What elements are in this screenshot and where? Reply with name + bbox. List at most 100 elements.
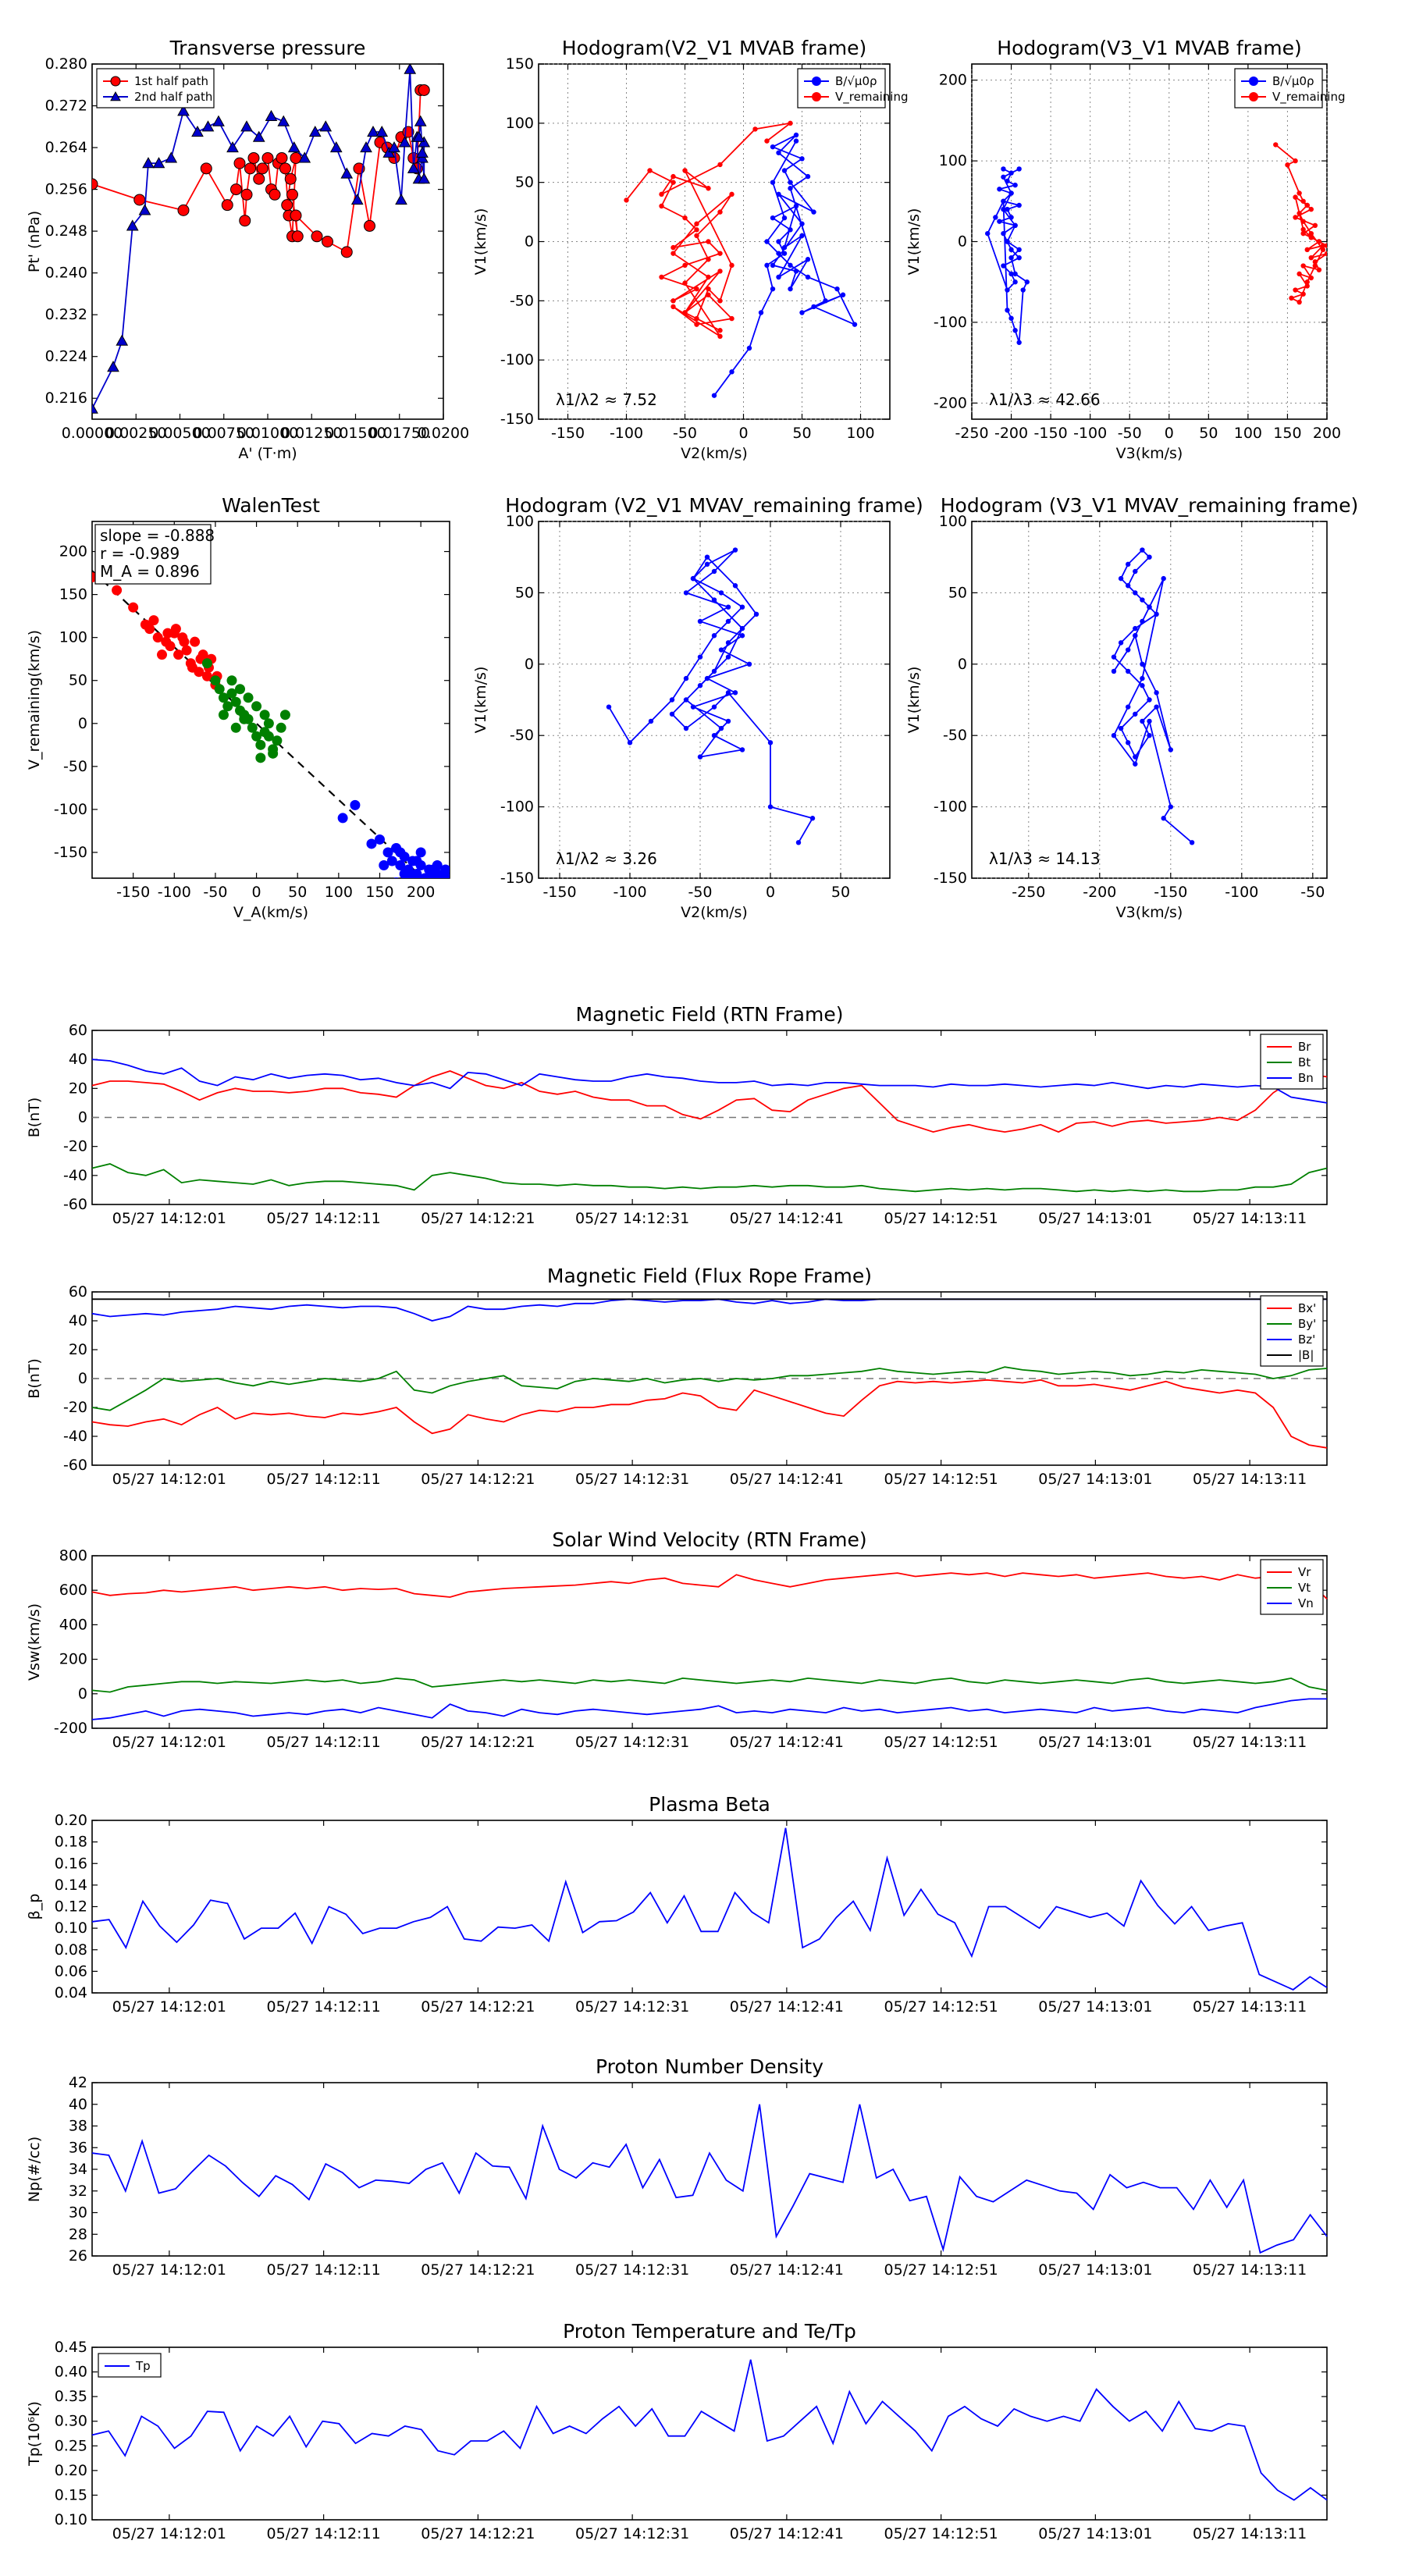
data-point: [407, 162, 420, 173]
data-point: [1016, 340, 1022, 345]
data-point: [776, 239, 781, 244]
data-point: [1293, 287, 1298, 293]
data-point: [298, 151, 311, 163]
data-point: [382, 847, 393, 858]
y-tick-label: 26: [69, 2247, 87, 2265]
data-point: [440, 871, 450, 878]
data-point: [404, 64, 417, 74]
x-tick-label: 0.00000: [62, 425, 123, 442]
data-point: [682, 262, 688, 269]
data-point: [1300, 291, 1306, 297]
data-point: [255, 753, 266, 763]
y-tick-label: 0: [525, 656, 534, 673]
data-point: [1308, 206, 1314, 212]
x-tick-label: 05/27 14:12:41: [730, 1998, 844, 2016]
data-point: [1304, 247, 1310, 253]
data-point: [1324, 251, 1327, 257]
data-point: [997, 187, 1002, 192]
y-tick-label: 0: [78, 1370, 87, 1387]
chart-title: Transverse pressure: [169, 37, 366, 59]
chart-h3: -150 -100 -50 0 50 100 -150 -100 -50 0 50 Hodogram …: [472, 494, 923, 921]
data-point: [395, 193, 407, 205]
data-point: [1293, 158, 1298, 164]
data-point: [1308, 275, 1314, 281]
x-tick-label: -150: [116, 884, 150, 901]
y-axis-label: V1(km/s): [472, 667, 489, 734]
data-point: [367, 125, 379, 137]
chart-np: 26 28 30 32 34 36 38 40 42 05/27 14:12:01 05/27 14…: [26, 2055, 1328, 2279]
x-tick-label: 05/27 14:12:21: [421, 1210, 535, 1227]
data-point: [226, 688, 237, 699]
chart-beta: 0.04 0.06 0.08 0.10 0.12 0.14 0.16 0.18 0.20 05/2…: [26, 1793, 1328, 2016]
data-point: [165, 641, 176, 652]
data-point: [809, 816, 816, 821]
x-tick-label: -100: [158, 884, 191, 901]
data-point: [1001, 198, 1006, 204]
data-point: [1118, 575, 1124, 582]
data-point: [767, 804, 774, 809]
y-tick-label: 0: [958, 233, 967, 251]
data-point: [1001, 206, 1006, 212]
plot-frame: [91, 1555, 1328, 1729]
series-line: [91, 2104, 1328, 2254]
data-point: [706, 286, 711, 292]
x-tick-label: 0: [766, 884, 775, 901]
x-tick-label: 05/27 14:13:01: [1038, 1734, 1152, 1751]
data-point: [624, 197, 629, 203]
series-line: [91, 1059, 1328, 1104]
y-tick-label: 40: [69, 2096, 87, 2113]
x-tick-label: 05/27 14:13:01: [1038, 1210, 1152, 1227]
data-point: [1118, 725, 1124, 731]
data-point: [1133, 568, 1138, 575]
x-tick-label: -100: [1225, 884, 1258, 901]
data-point: [1308, 254, 1314, 261]
x-tick-label: 05/27 14:12:51: [884, 1210, 998, 1227]
data-point: [739, 604, 745, 610]
data-point: [1005, 239, 1010, 244]
y-tick-label: -200: [54, 1720, 87, 1737]
data-point: [1008, 315, 1014, 321]
data-point: [1293, 194, 1298, 200]
data-point: [261, 151, 274, 164]
data-point: [360, 141, 372, 153]
data-point: [1147, 718, 1152, 724]
data-point: [1016, 254, 1022, 261]
series-line: [91, 1070, 1328, 1133]
data-point: [251, 731, 262, 742]
x-axis-label: V_A(km/s): [233, 904, 308, 921]
data-point: [226, 675, 237, 686]
y-tick-label: -40: [63, 1167, 87, 1184]
x-tick-label: -250: [1012, 884, 1045, 901]
data-point: [152, 157, 165, 169]
y-tick-label: 100: [939, 152, 967, 169]
x-tick-label: 05/27 14:12:31: [575, 1734, 689, 1751]
y-tick-label: 0.10: [55, 1920, 87, 1937]
data-point: [770, 286, 776, 292]
series-line: [625, 122, 791, 337]
data-point: [110, 91, 121, 101]
chart-mag_fr: -60 -40 -20 0 20 40 60 05/27 14:12:01 05/27 14:1…: [26, 1265, 1328, 1488]
data-point: [670, 251, 676, 256]
data-point: [1133, 590, 1138, 596]
series-line: [91, 2359, 1328, 2501]
y-tick-label: 200: [59, 543, 87, 560]
data-point: [1005, 308, 1010, 313]
data-point: [799, 221, 805, 226]
data-point: [770, 144, 776, 150]
data-point: [1133, 625, 1138, 632]
data-point: [212, 115, 225, 126]
data-point: [418, 877, 424, 878]
data-point: [308, 125, 322, 137]
data-point: [230, 183, 242, 196]
data-point: [177, 204, 190, 216]
data-point: [1147, 604, 1152, 610]
series-line: [91, 1827, 1328, 1991]
data-point: [694, 233, 699, 239]
data-point: [1249, 92, 1258, 101]
y-tick-label: -60: [63, 1196, 87, 1213]
data-point: [364, 219, 375, 232]
y-tick-label: 0.248: [45, 222, 87, 240]
y-tick-label: 0: [78, 1109, 87, 1126]
x-tick-label: 100: [1234, 425, 1262, 442]
x-tick-label: 0.01500: [325, 425, 386, 442]
